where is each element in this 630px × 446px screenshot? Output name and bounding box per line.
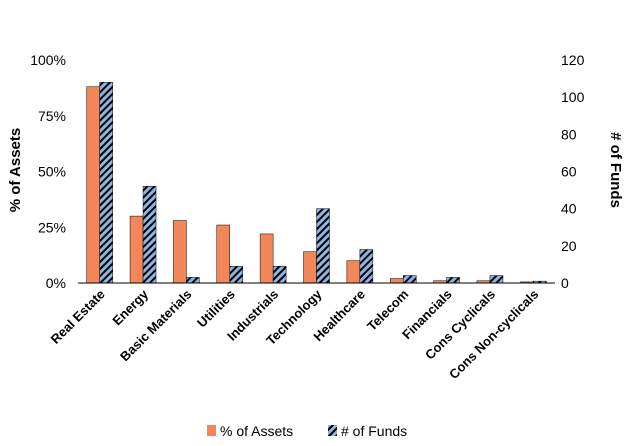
bar-funds <box>489 275 504 284</box>
left-tick-label: 100% <box>30 52 66 68</box>
left-axis-ticks: 0% 25% 50% 75% 100% <box>30 52 66 291</box>
bar-funds <box>142 186 157 284</box>
bar-assets <box>259 233 274 284</box>
bar-assets <box>216 224 231 284</box>
bar-funds <box>272 266 287 284</box>
bar-funds <box>186 277 200 284</box>
left-tick-label: 25% <box>38 219 66 235</box>
right-axis-ticks: 0 20 40 60 80 100 120 <box>561 52 585 291</box>
left-axis-title: % of Assets <box>7 128 24 212</box>
bar-assets <box>389 278 404 284</box>
right-tick-label: 120 <box>561 52 585 68</box>
right-tick-label: 40 <box>561 201 577 217</box>
left-tick-label: 50% <box>38 164 66 180</box>
left-tick-label: 75% <box>38 108 66 124</box>
bar-funds <box>316 208 330 284</box>
bar-assets <box>346 260 361 284</box>
left-tick-label: 0% <box>46 275 66 291</box>
bar-funds <box>359 249 374 284</box>
right-axis-title: # of Funds <box>607 132 624 208</box>
bars <box>86 82 547 284</box>
bar-assets <box>86 86 100 284</box>
bar-funds <box>99 82 113 284</box>
bar-funds <box>229 266 244 284</box>
right-tick-label: 0 <box>561 275 569 291</box>
category-label: Real Estate <box>48 287 108 347</box>
legend: % of Assets # of Funds <box>207 423 407 439</box>
right-tick-label: 60 <box>561 164 577 180</box>
category-label: Energy <box>109 286 151 328</box>
bar-funds <box>402 275 417 284</box>
right-tick-label: 80 <box>561 126 577 142</box>
category-label: Utilities <box>194 287 238 331</box>
legend-label-assets: % of Assets <box>220 423 293 439</box>
right-tick-label: 20 <box>561 238 577 254</box>
legend-swatch-funds <box>328 425 337 436</box>
legend-label-funds: # of Funds <box>341 423 407 439</box>
right-tick-label: 100 <box>561 89 585 105</box>
bar-funds <box>446 277 460 284</box>
legend-swatch-assets <box>207 425 216 436</box>
bar-assets <box>173 220 187 284</box>
bar-assets <box>129 215 144 284</box>
bar-assets <box>303 251 317 284</box>
